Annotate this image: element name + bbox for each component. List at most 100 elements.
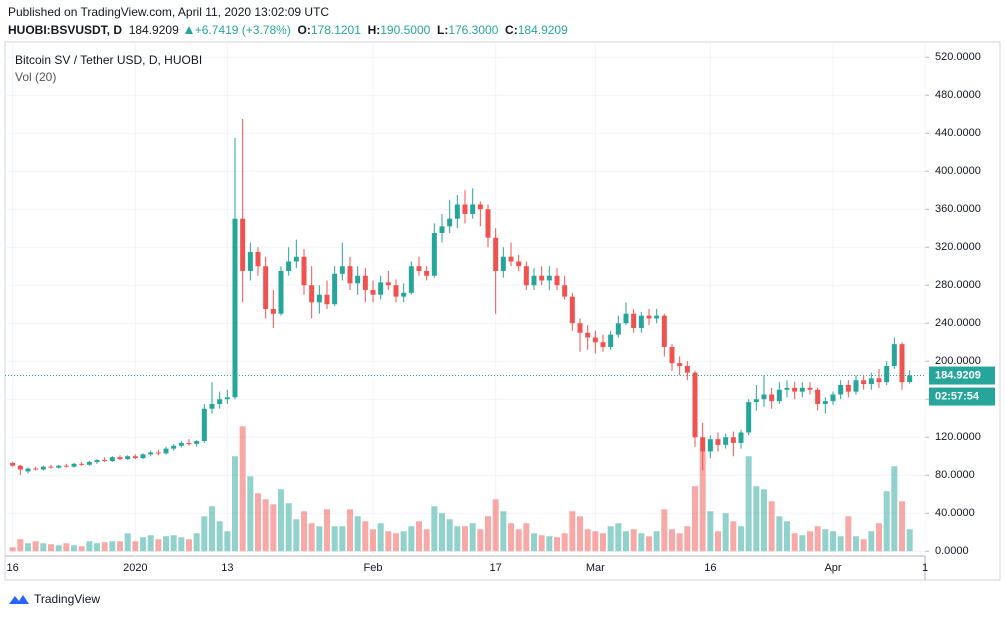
volume-bar [730, 521, 737, 552]
x-tick-label: Feb [364, 562, 383, 574]
volume-bar [814, 526, 821, 552]
y-tick-label: 320.0000 [935, 241, 981, 253]
volume-bar [523, 523, 530, 552]
h-value: 190.5000 [380, 23, 431, 37]
candle-body [194, 441, 200, 444]
candle-body [301, 256, 307, 286]
candle-body [470, 204, 476, 214]
volume-bar [784, 521, 790, 552]
candle-body [723, 437, 729, 445]
candle-body [516, 261, 522, 267]
candle-body [178, 442, 184, 446]
candle-body [102, 460, 108, 462]
volume-bar [891, 466, 898, 552]
logo-icon [9, 595, 29, 604]
candle-body [385, 282, 391, 286]
volume-bar [630, 529, 637, 552]
volume-bar [676, 533, 683, 552]
volume-bar [170, 535, 177, 552]
candle-body [109, 457, 115, 461]
candle-body [10, 462, 16, 466]
volume-bar [845, 516, 852, 552]
volume-bar [301, 511, 307, 552]
candle-body [569, 296, 575, 324]
candle-body [585, 332, 591, 338]
volume-bar [40, 543, 47, 552]
volume-bar [768, 501, 775, 552]
volume-bar [661, 509, 668, 552]
candle-body [401, 292, 407, 297]
candle-body [263, 266, 269, 309]
volume-bar [109, 541, 116, 552]
volume-bar [745, 456, 752, 552]
candle-body [692, 372, 698, 438]
chart-title: Bitcoin SV / Tether USD, D, HUOBI [15, 53, 202, 67]
candle-body [316, 294, 322, 303]
volume-bar [538, 535, 545, 552]
l-label: L: [436, 23, 449, 37]
volume-bar [362, 521, 369, 552]
candle-body [830, 394, 836, 402]
candle-body [815, 389, 821, 404]
y-tick-label: 280.0000 [935, 279, 981, 291]
volume-bar [876, 523, 882, 552]
volume-bar [431, 506, 438, 552]
volume-bar [577, 516, 583, 552]
volume-bar [807, 531, 813, 552]
candle-body [523, 266, 529, 286]
candle-body [416, 266, 422, 271]
candle-body [186, 442, 192, 444]
y-tick-label: 40.0000 [935, 507, 975, 519]
volume-bar [316, 526, 323, 552]
candle-body [531, 275, 537, 286]
chart-frame [4, 41, 1001, 581]
candle-body [309, 285, 315, 303]
candle-body [71, 463, 77, 467]
h-label: H: [367, 23, 381, 37]
countdown-tag [929, 387, 995, 406]
candle-body [240, 218, 246, 271]
candle-body [554, 275, 560, 286]
candle-body [508, 256, 514, 262]
x-tick-label: 1 [922, 562, 928, 574]
candle-body [738, 432, 744, 443]
volume-bar [753, 486, 760, 552]
candle-body [332, 273, 338, 305]
up-triangle [184, 26, 193, 34]
volume-bar [354, 516, 361, 552]
candle-body [454, 204, 460, 219]
volume-bar [699, 451, 706, 552]
volume-bar [163, 536, 169, 552]
candle-body [117, 457, 123, 460]
volume-bar [492, 499, 499, 552]
published-note: Published on TradingView.com, April 11, … [8, 5, 330, 19]
candle-body [408, 266, 414, 293]
candle-body [286, 261, 292, 271]
volume-bar [546, 536, 553, 552]
x-tick-label: Apr [824, 562, 841, 574]
symbol: HUOBI:BSVUSDT, D [8, 23, 123, 37]
y-tick-label: 520.0000 [935, 51, 981, 63]
x-tick-label: 16 [704, 562, 716, 574]
candle-body [592, 337, 598, 343]
volume-label: Vol (20) [15, 70, 56, 84]
candle-body [654, 315, 660, 319]
candle-body [33, 468, 39, 470]
candle-body [539, 275, 545, 281]
candle-body [439, 226, 445, 233]
volume-bar [569, 511, 576, 552]
candle-body [493, 237, 499, 271]
tradingview-logo: TradingView [8, 592, 100, 606]
volume-bar [224, 531, 231, 552]
volume-bar [454, 526, 461, 552]
volume-bar [32, 541, 39, 552]
volume-bar [646, 536, 652, 552]
candle-body [224, 397, 230, 400]
volume-bar [209, 506, 215, 552]
candle-body [393, 285, 399, 297]
volume-bar [722, 513, 729, 552]
candle-body [669, 346, 675, 364]
volume-bar [531, 533, 537, 552]
volume-bar [446, 519, 453, 552]
